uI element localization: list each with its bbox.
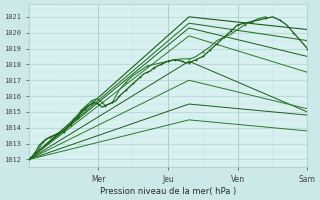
X-axis label: Pression niveau de la mer( hPa ): Pression niveau de la mer( hPa ) [100, 187, 236, 196]
